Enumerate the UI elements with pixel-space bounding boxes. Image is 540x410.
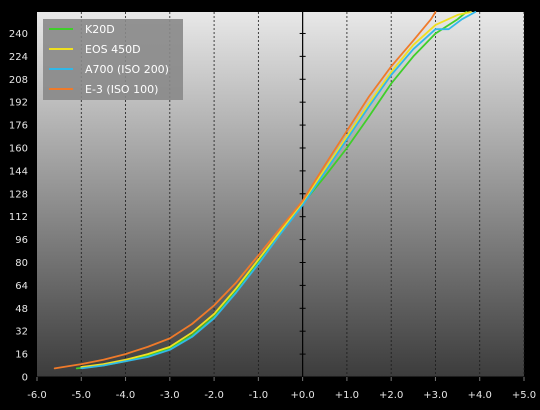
y-tick-label: 112 — [9, 212, 28, 223]
x-tick-label: -6.0 — [27, 390, 47, 401]
y-tick-label: 160 — [9, 143, 28, 154]
y-tick-label: 208 — [9, 75, 28, 86]
x-tick-label: +1.0 — [335, 390, 359, 401]
series-line-2 — [80, 11, 477, 370]
legend-label: E-3 (ISO 100) — [85, 83, 158, 96]
y-tick-label: 0 — [22, 373, 28, 384]
y-tick-label: 240 — [9, 29, 28, 40]
y-tick-label: 64 — [15, 281, 28, 292]
x-tick-label: -1.0 — [249, 390, 269, 401]
series-line-3 — [53, 11, 437, 370]
y-tick-label: 16 — [15, 350, 28, 361]
x-tick-label: +0.0 — [290, 390, 314, 401]
x-tick-label: +5.0 — [512, 390, 536, 401]
y-tick-label: 48 — [15, 304, 28, 315]
x-tick-label: +4.0 — [468, 390, 492, 401]
legend: K20D EOS 450D A700 (ISO 200) E-3 (ISO 100) — [43, 19, 183, 100]
y-tick-label: 176 — [9, 121, 28, 132]
legend-label: EOS 450D — [85, 43, 141, 56]
legend-label: A700 (ISO 200) — [85, 63, 169, 76]
legend-box — [43, 19, 183, 100]
series-line-1 — [80, 11, 472, 368]
axes: 0 16 32 48 64 80 96 112 128 144 160 176 192 208 224 240… — [9, 12, 536, 401]
y-tick-label: 80 — [15, 258, 28, 269]
y-tick-label: 144 — [9, 166, 28, 177]
series-lines — [53, 11, 477, 370]
y-tick-label: 96 — [15, 235, 28, 246]
y-tick-label: 128 — [9, 189, 28, 200]
legend-label: K20D — [85, 23, 115, 36]
y-tick-label: 32 — [15, 327, 28, 338]
y-tick-label: 192 — [9, 98, 28, 109]
x-tick-label: +3.0 — [423, 390, 447, 401]
x-tick-label: -5.0 — [72, 390, 92, 401]
x-tick-label: -2.0 — [204, 390, 224, 401]
x-tick-label: +2.0 — [379, 390, 403, 401]
x-tick-label: -4.0 — [116, 390, 136, 401]
x-tick-label: -3.0 — [160, 390, 180, 401]
y-tick-label: 224 — [9, 52, 28, 63]
